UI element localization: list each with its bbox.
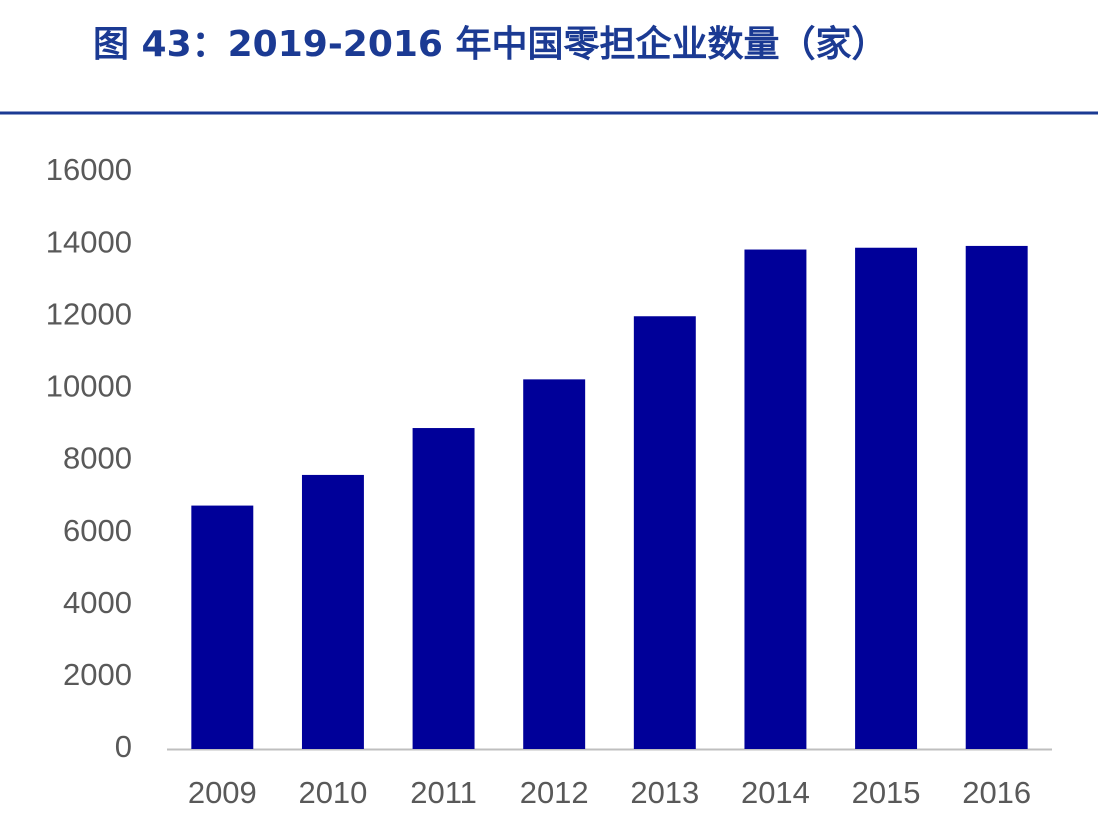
bar (855, 247, 918, 749)
x-tick-label: 2015 (852, 775, 921, 810)
y-tick-label: 4000 (63, 585, 132, 620)
bar (633, 316, 696, 749)
y-tick-label: 8000 (63, 441, 132, 476)
x-tick-label: 2013 (630, 775, 699, 810)
bar (965, 245, 1028, 749)
chart-title: 图 43：2019-2016 年中国零担企业数量（家） (93, 23, 888, 65)
bar (301, 474, 364, 749)
x-tick-label: 2009 (188, 775, 257, 810)
y-tick-label: 16000 (46, 152, 132, 187)
bar (523, 379, 586, 749)
x-tick-label: 2014 (741, 775, 810, 810)
y-tick-label: 2000 (63, 657, 132, 692)
x-tick-label: 2016 (962, 775, 1031, 810)
bar (191, 505, 254, 749)
x-tick-label: 2012 (520, 775, 589, 810)
y-tick-label: 10000 (46, 369, 132, 404)
y-tick-label: 12000 (46, 296, 132, 331)
y-tick-label: 14000 (46, 224, 132, 259)
y-tick-label: 0 (115, 729, 132, 764)
y-tick-label: 6000 (63, 513, 132, 548)
x-tick-label: 2011 (410, 775, 477, 810)
bar (744, 249, 807, 750)
bar (412, 428, 475, 749)
x-tick-label: 2010 (298, 775, 367, 810)
